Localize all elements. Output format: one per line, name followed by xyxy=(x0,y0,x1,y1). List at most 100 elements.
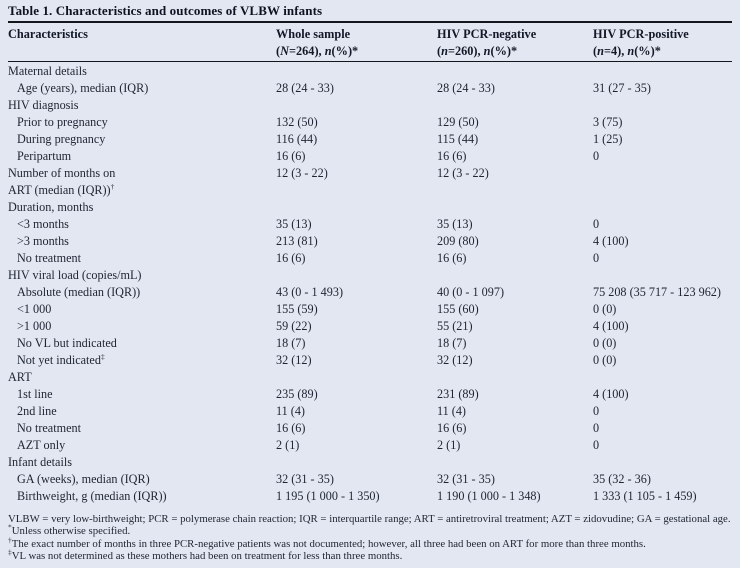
cell-pcr-negative: 16 (6) xyxy=(437,251,467,265)
table-row: HIV diagnosis xyxy=(8,97,732,114)
row-label: Age (years), median (IQR) xyxy=(17,81,149,95)
cell-pcr-negative: 32 (31 - 35) xyxy=(437,472,495,486)
row-label: <1 000 xyxy=(17,302,52,316)
row-label: 1st line xyxy=(17,387,53,401)
row-label: 2nd line xyxy=(17,404,57,418)
row-label: Maternal details xyxy=(8,64,87,78)
table-row: Infant details xyxy=(8,454,732,471)
row-label: No VL but indicated xyxy=(17,336,117,350)
cell-pcr-negative: 55 (21) xyxy=(437,319,473,333)
row-label: AZT only xyxy=(17,438,66,452)
table-row: Age (years), median (IQR) 28 (24 - 33) 2… xyxy=(8,80,732,97)
cell-pcr-negative: 40 (0 - 1 097) xyxy=(437,285,505,299)
row-label: No treatment xyxy=(17,251,81,265)
row-label: During pregnancy xyxy=(17,132,106,146)
table-row: <1 000 155 (59) 155 (60) 0 (0) xyxy=(8,301,732,318)
footnote-line: ‡VL was not determined as these mothers … xyxy=(8,547,403,563)
cell-pcr-positive: 4 (100) xyxy=(593,234,629,248)
table-row: Not yet indicated‡ 32 (12) 32 (12) 0 (0) xyxy=(8,352,732,369)
footnote-line: *Unless otherwise specified. xyxy=(8,522,131,538)
cell-pcr-negative: 32 (12) xyxy=(437,353,473,367)
row-label: HIV diagnosis xyxy=(8,98,79,112)
cell-whole-sample: 35 (13) xyxy=(276,217,312,231)
cell-whole-sample: 43 (0 - 1 493) xyxy=(276,285,344,299)
cell-pcr-positive: 0 xyxy=(593,251,600,265)
cell-whole-sample: 59 (22) xyxy=(276,319,312,333)
table-row: Duration, months xyxy=(8,199,732,216)
cell-whole-sample: 155 (59) xyxy=(276,302,318,316)
cell-pcr-positive: 0 (0) xyxy=(593,336,617,350)
cell-whole-sample: 116 (44) xyxy=(276,132,318,146)
table-row: >3 months 213 (81) 209 (80) 4 (100) xyxy=(8,233,732,250)
cell-whole-sample: 18 (7) xyxy=(276,336,306,350)
column-header: Whole sample (N=264), n(%)* xyxy=(276,26,437,59)
cell-pcr-negative: 1 190 (1 000 - 1 348) xyxy=(437,489,541,503)
cell-pcr-negative: 115 (44) xyxy=(437,132,479,146)
cell-pcr-negative: 2 (1) xyxy=(437,438,461,452)
header-rule xyxy=(8,61,732,62)
row-label: Birthweight, g (median (IQR)) xyxy=(17,489,167,503)
cell-whole-sample: 16 (6) xyxy=(276,149,306,163)
row-label: Infant details xyxy=(8,455,72,469)
table-row: Peripartum 16 (6) 16 (6) 0 xyxy=(8,148,732,165)
column-header-line2: (N=264), n(%)* xyxy=(276,43,359,58)
column-header-line1: HIV PCR-positive xyxy=(593,27,689,41)
table-row: During pregnancy 116 (44) 115 (44) 1 (25… xyxy=(8,131,732,148)
cell-pcr-positive: 0 xyxy=(593,438,600,452)
cell-whole-sample: 1 195 (1 000 - 1 350) xyxy=(276,489,380,503)
cell-pcr-positive: 0 xyxy=(593,149,600,163)
cell-pcr-positive: 1 333 (1 105 - 1 459) xyxy=(593,489,697,503)
row-label: >3 months xyxy=(17,234,69,248)
cell-whole-sample: 32 (12) xyxy=(276,353,312,367)
table-row: 1st line 235 (89) 231 (89) 4 (100) xyxy=(8,386,732,403)
cell-whole-sample: 132 (50) xyxy=(276,115,318,129)
cell-pcr-negative: 16 (6) xyxy=(437,421,467,435)
table-row: Maternal details xyxy=(8,63,732,80)
footnote-line: VLBW = very low-birthweight; PCR = polym… xyxy=(8,513,731,525)
cell-whole-sample: 235 (89) xyxy=(276,387,318,401)
cell-whole-sample: 11 (4) xyxy=(276,404,305,418)
row-label: ART xyxy=(8,370,32,384)
column-header: Characteristics xyxy=(8,26,276,59)
table-row: Number of months on ART (median (IQR))† 1… xyxy=(8,165,732,199)
cell-pcr-positive: 1 (25) xyxy=(593,132,623,146)
table-row: ART xyxy=(8,369,732,386)
cell-pcr-negative: 11 (4) xyxy=(437,404,466,418)
cell-pcr-negative: 209 (80) xyxy=(437,234,479,248)
column-header-line2: (n=260), n(%)* xyxy=(437,43,518,58)
cell-pcr-negative: 129 (50) xyxy=(437,115,479,129)
cell-pcr-positive: 35 (32 - 36) xyxy=(593,472,651,486)
footnotes: VLBW = very low-birthweight; PCR = polym… xyxy=(8,513,732,563)
table-row: No treatment 16 (6) 16 (6) 0 xyxy=(8,250,732,267)
table-row: 2nd line 11 (4) 11 (4) 0 xyxy=(8,403,732,420)
table-row: GA (weeks), median (IQR) 32 (31 - 35) 32… xyxy=(8,471,732,488)
cell-whole-sample: 2 (1) xyxy=(276,438,300,452)
column-header: HIV PCR-positive (n=4), n(%)* xyxy=(593,26,732,59)
cell-pcr-positive: 3 (75) xyxy=(593,115,623,129)
table-row: >1 000 59 (22) 55 (21) 4 (100) xyxy=(8,318,732,335)
row-label: No treatment xyxy=(17,421,81,435)
header-row: Characteristics Whole sample (N=264), n(… xyxy=(8,23,732,61)
column-header-line1: Characteristics xyxy=(8,27,88,41)
table-row: Birthweight, g (median (IQR)) 1 195 (1 0… xyxy=(8,488,732,505)
title-rule xyxy=(8,21,732,23)
table-row: No treatment 16 (6) 16 (6) 0 xyxy=(8,420,732,437)
cell-whole-sample: 32 (31 - 35) xyxy=(276,472,334,486)
cell-whole-sample: 213 (81) xyxy=(276,234,318,248)
table-body: Maternal details Age (years), median (IQ… xyxy=(8,62,732,505)
cell-pcr-negative: 35 (13) xyxy=(437,217,473,231)
column-header-line1: HIV PCR-negative xyxy=(437,27,537,41)
cell-pcr-positive: 4 (100) xyxy=(593,387,629,401)
table-row: AZT only 2 (1) 2 (1) 0 xyxy=(8,437,732,454)
table-row: Prior to pregnancy 132 (50) 129 (50) 3 (… xyxy=(8,114,732,131)
cell-pcr-positive: 4 (100) xyxy=(593,319,629,333)
cell-pcr-negative: 231 (89) xyxy=(437,387,479,401)
cell-pcr-positive: 0 xyxy=(593,404,600,418)
row-label: HIV viral load (copies/mL) xyxy=(8,268,142,282)
cell-pcr-positive: 31 (27 - 35) xyxy=(593,81,651,95)
row-label: Number of months on ART (median (IQR))† xyxy=(8,166,116,197)
table-row: HIV viral load (copies/mL) xyxy=(8,267,732,284)
cell-pcr-positive: 0 (0) xyxy=(593,353,617,367)
cell-pcr-negative: 28 (24 - 33) xyxy=(437,81,495,95)
